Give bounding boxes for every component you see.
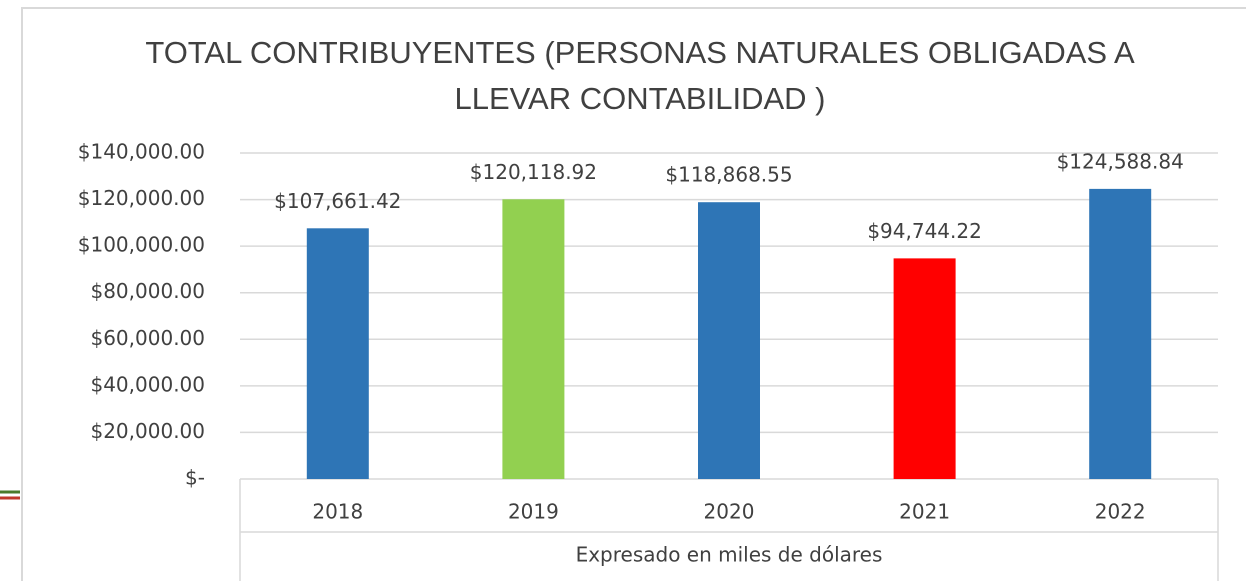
y-tick-label: $100,000.00	[78, 233, 205, 257]
y-tick-label: $20,000.00	[90, 419, 205, 443]
data-label: $124,588.84	[1057, 149, 1184, 173]
data-label: $120,118.92	[470, 160, 597, 184]
data-label: $118,868.55	[665, 163, 792, 187]
bar	[893, 258, 956, 479]
x-tick-label: 2021	[899, 500, 950, 524]
chart-title: TOTAL CONTRIBUYENTES (PERSONAS NATURALES…	[145, 35, 1135, 116]
y-tick-label: $-	[185, 466, 205, 490]
bar	[1089, 188, 1152, 479]
x-axis-label: Expresado en miles de dólares	[576, 543, 883, 567]
x-tick-label: 2018	[312, 500, 363, 524]
chart-frame	[21, 7, 1246, 581]
x-tick-label: 2020	[704, 500, 755, 524]
data-label: $107,661.42	[274, 189, 401, 213]
data-label: $94,744.22	[867, 219, 982, 243]
y-tick-label: $40,000.00	[90, 372, 205, 396]
x-tick-label: 2019	[508, 500, 559, 524]
bar	[502, 199, 565, 480]
x-tick-label: 2022	[1095, 500, 1146, 524]
y-tick-label: $120,000.00	[78, 186, 205, 210]
bar	[306, 228, 369, 479]
y-tick-label: $60,000.00	[90, 326, 205, 350]
bar	[698, 202, 760, 479]
y-tick-label: $80,000.00	[90, 279, 205, 303]
y-tick-label: $140,000.00	[78, 140, 205, 164]
